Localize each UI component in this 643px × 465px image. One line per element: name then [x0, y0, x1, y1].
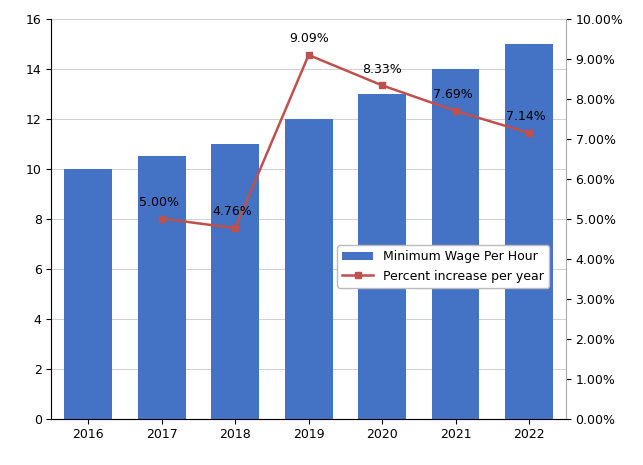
Line: Percent increase per year: Percent increase per year: [158, 52, 532, 232]
Percent increase per year: [378, 83, 386, 88]
Text: 5.00%: 5.00%: [139, 196, 179, 209]
Bar: [138, 156, 186, 419]
Percent increase per year: [231, 226, 239, 231]
Percent increase per year: [452, 108, 460, 114]
Text: 7.69%: 7.69%: [433, 88, 473, 101]
Text: 4.76%: 4.76%: [212, 206, 252, 219]
Bar: [64, 169, 112, 418]
Percent increase per year: [525, 130, 533, 136]
Bar: [431, 69, 480, 418]
Percent increase per year: [158, 216, 165, 221]
Text: 9.09%: 9.09%: [289, 32, 329, 45]
Percent increase per year: [305, 52, 312, 58]
Text: 7.14%: 7.14%: [507, 110, 546, 123]
Bar: [505, 44, 553, 418]
Bar: [285, 119, 332, 418]
Legend: Minimum Wage Per Hour, Percent increase per year: Minimum Wage Per Hour, Percent increase …: [337, 246, 549, 288]
Bar: [358, 93, 406, 418]
Bar: [212, 144, 259, 418]
Text: 8.33%: 8.33%: [362, 63, 402, 76]
